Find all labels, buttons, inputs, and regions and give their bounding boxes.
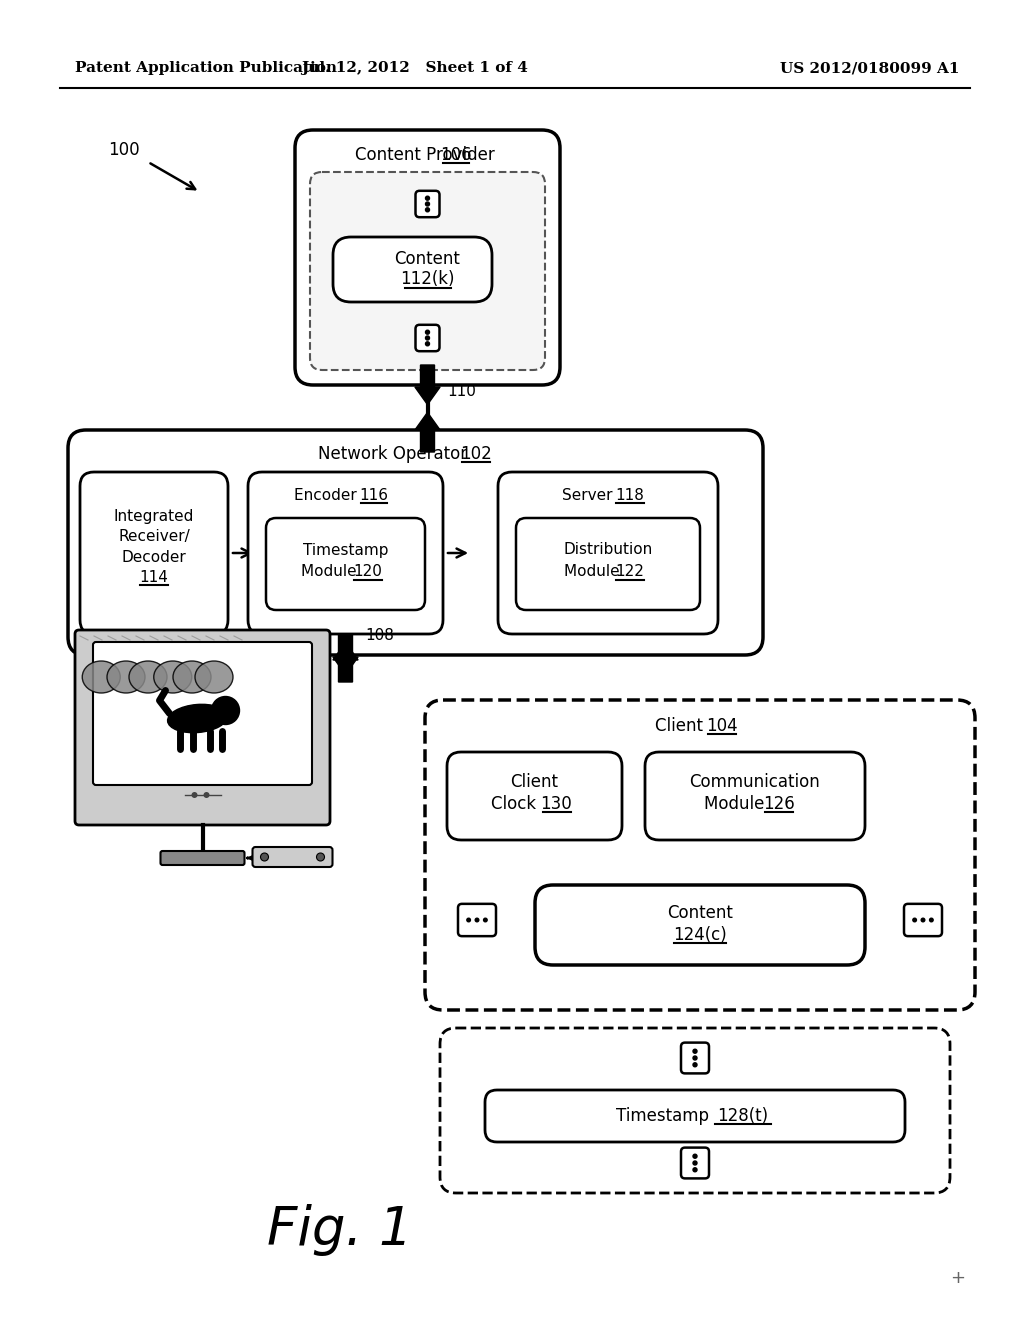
Circle shape: [693, 1168, 697, 1172]
FancyBboxPatch shape: [681, 1043, 709, 1073]
Text: 126: 126: [763, 795, 795, 813]
FancyBboxPatch shape: [68, 430, 763, 655]
Text: Timestamp: Timestamp: [303, 543, 388, 557]
Circle shape: [693, 1154, 697, 1158]
Text: Content Provider: Content Provider: [355, 147, 500, 164]
Text: Receiver/: Receiver/: [118, 529, 189, 544]
Text: 114: 114: [139, 569, 168, 585]
FancyBboxPatch shape: [440, 1028, 950, 1193]
Circle shape: [693, 1162, 697, 1166]
Text: Client: Client: [511, 774, 558, 791]
FancyBboxPatch shape: [681, 1147, 709, 1179]
Text: Module: Module: [564, 565, 625, 579]
Text: 110: 110: [447, 384, 476, 400]
Circle shape: [912, 919, 916, 921]
Circle shape: [426, 342, 429, 346]
FancyBboxPatch shape: [161, 851, 245, 865]
Circle shape: [693, 1049, 697, 1053]
Text: Communication: Communication: [689, 774, 820, 791]
Ellipse shape: [154, 661, 191, 693]
Text: Server: Server: [562, 488, 617, 503]
Circle shape: [693, 1063, 697, 1067]
Circle shape: [475, 919, 479, 921]
Circle shape: [930, 919, 933, 921]
FancyBboxPatch shape: [425, 700, 975, 1010]
Circle shape: [204, 792, 210, 799]
Text: Distribution: Distribution: [563, 543, 652, 557]
Text: Decoder: Decoder: [122, 549, 186, 565]
Text: 124(c): 124(c): [673, 927, 727, 944]
Text: 106: 106: [439, 147, 471, 164]
FancyBboxPatch shape: [416, 191, 439, 218]
Text: Encoder: Encoder: [294, 488, 361, 503]
Text: 116: 116: [359, 488, 388, 503]
Ellipse shape: [82, 661, 120, 693]
FancyBboxPatch shape: [416, 325, 439, 351]
FancyBboxPatch shape: [310, 172, 545, 370]
Polygon shape: [333, 643, 358, 682]
Text: 102: 102: [460, 445, 492, 463]
Text: Clock: Clock: [492, 795, 542, 813]
FancyBboxPatch shape: [485, 1090, 905, 1142]
Text: 120: 120: [353, 565, 382, 579]
FancyBboxPatch shape: [333, 238, 492, 302]
Text: Client: Client: [655, 717, 709, 735]
Circle shape: [922, 919, 925, 921]
Text: Content: Content: [394, 251, 461, 268]
Text: Fig. 1: Fig. 1: [267, 1204, 413, 1257]
FancyBboxPatch shape: [75, 630, 330, 825]
FancyBboxPatch shape: [904, 904, 942, 936]
Text: Integrated: Integrated: [114, 510, 195, 524]
FancyBboxPatch shape: [253, 847, 333, 867]
Text: Network Operator: Network Operator: [318, 445, 473, 463]
FancyBboxPatch shape: [458, 904, 496, 936]
Ellipse shape: [168, 705, 227, 733]
Circle shape: [212, 697, 240, 725]
Text: Module: Module: [301, 565, 361, 579]
Circle shape: [693, 1056, 697, 1060]
Circle shape: [316, 853, 325, 861]
Text: US 2012/0180099 A1: US 2012/0180099 A1: [780, 61, 959, 75]
Text: 104: 104: [707, 717, 738, 735]
FancyBboxPatch shape: [447, 752, 622, 840]
Text: 128(t): 128(t): [718, 1107, 769, 1125]
Text: 130: 130: [541, 795, 572, 813]
FancyBboxPatch shape: [498, 473, 718, 634]
FancyBboxPatch shape: [516, 517, 700, 610]
Ellipse shape: [173, 661, 211, 693]
Circle shape: [426, 330, 429, 334]
Text: Timestamp: Timestamp: [615, 1107, 714, 1125]
Text: 112(k): 112(k): [400, 271, 455, 289]
Polygon shape: [415, 366, 440, 405]
Circle shape: [191, 792, 198, 799]
FancyBboxPatch shape: [248, 473, 443, 634]
Ellipse shape: [195, 661, 233, 693]
Ellipse shape: [129, 661, 167, 693]
Circle shape: [426, 337, 429, 341]
Circle shape: [483, 919, 487, 921]
Text: 108: 108: [366, 627, 394, 643]
Circle shape: [426, 197, 429, 201]
FancyBboxPatch shape: [295, 129, 560, 385]
Ellipse shape: [106, 661, 145, 693]
Text: 118: 118: [615, 488, 644, 503]
Text: 122: 122: [615, 565, 644, 579]
Text: Patent Application Publication: Patent Application Publication: [75, 61, 337, 75]
Text: Jul. 12, 2012   Sheet 1 of 4: Jul. 12, 2012 Sheet 1 of 4: [301, 61, 528, 75]
Text: Module: Module: [705, 795, 770, 813]
Circle shape: [467, 919, 470, 921]
FancyBboxPatch shape: [266, 517, 425, 610]
FancyBboxPatch shape: [535, 884, 865, 965]
Polygon shape: [333, 635, 358, 675]
Circle shape: [426, 207, 429, 211]
Text: 100: 100: [108, 141, 139, 158]
FancyBboxPatch shape: [645, 752, 865, 840]
Text: +: +: [950, 1269, 966, 1287]
Text: Content: Content: [667, 904, 733, 921]
FancyBboxPatch shape: [80, 473, 228, 634]
FancyBboxPatch shape: [93, 642, 312, 785]
Polygon shape: [415, 412, 440, 451]
Circle shape: [260, 853, 268, 861]
Circle shape: [426, 202, 429, 206]
